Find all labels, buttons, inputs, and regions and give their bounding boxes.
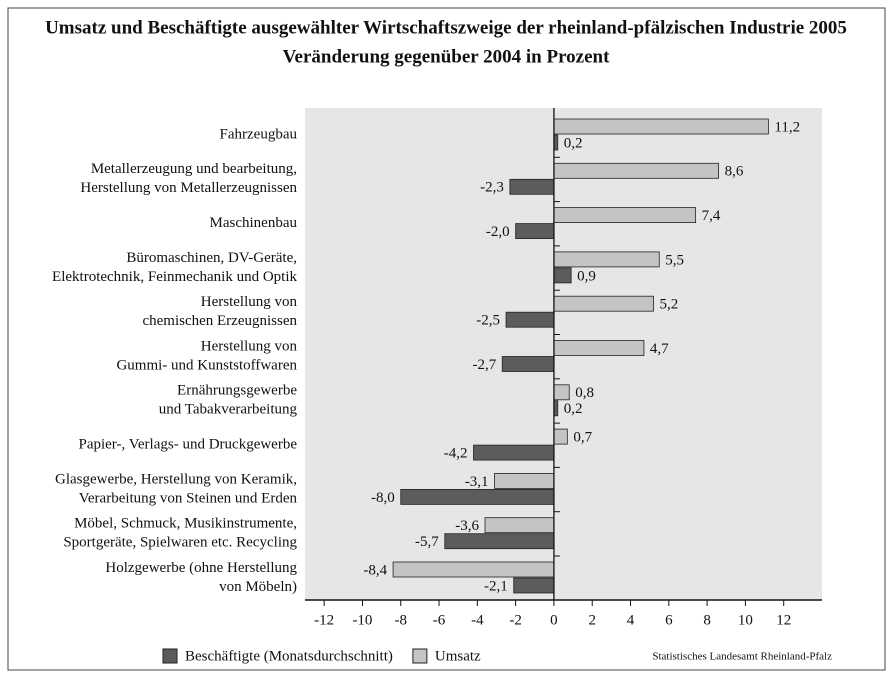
bar	[553, 384, 570, 401]
value-label: 4,7	[650, 341, 669, 357]
x-tick-label: 0	[550, 612, 558, 628]
chart-title: Umsatz und Beschäftigte ausgewählter Wir…	[45, 17, 847, 38]
value-label: -2,5	[476, 313, 500, 329]
value-label: 0,2	[564, 401, 583, 417]
bar	[473, 444, 555, 461]
bar	[505, 311, 555, 328]
category-label: Möbel, Schmuck, Musikinstrumente,	[74, 516, 297, 532]
category-label: Gummi- und Kunststoffwaren	[116, 357, 297, 373]
bar	[400, 488, 555, 505]
bar	[553, 162, 719, 179]
source: Statistisches Landesamt Rheinland-Pfalz	[652, 651, 832, 663]
x-tick-label: 2	[588, 612, 596, 628]
category-label: Sportgeräte, Spielwaren etc. Recycling	[63, 535, 297, 551]
value-label: -3,6	[455, 518, 479, 534]
category-label: und Tabakverarbeitung	[159, 402, 298, 418]
x-tick-label: -12	[314, 612, 334, 628]
legend-label: Beschäftigte (Monatsdurchschnitt)	[185, 648, 393, 664]
category-label: Metallerzeugung und bearbeitung,	[91, 161, 297, 177]
value-label: 0,7	[573, 430, 592, 446]
legend-swatch	[412, 648, 428, 664]
value-label: 7,4	[702, 208, 721, 224]
bar	[553, 267, 572, 284]
bar	[513, 577, 555, 594]
category-label: Fahrzeugbau	[220, 126, 298, 142]
value-label: 0,8	[575, 385, 594, 401]
category-label: Ernährungsgewerbe	[177, 383, 297, 399]
value-label: -8,0	[371, 490, 395, 506]
bar	[553, 428, 568, 445]
x-tick-label: -6	[433, 612, 446, 628]
bar	[515, 223, 555, 240]
category-label: Verarbeitung von Steinen und Erden	[79, 490, 298, 506]
value-label: 5,5	[665, 252, 684, 268]
bar	[553, 340, 645, 356]
x-tick-label: 6	[665, 612, 673, 628]
value-label: 8,6	[725, 164, 744, 180]
bar	[444, 533, 555, 550]
value-label: -4,2	[444, 446, 468, 462]
category-label: Glasgewerbe, Herstellung von Keramik,	[55, 471, 297, 487]
category-label: Herstellung von	[201, 294, 298, 310]
value-label: -2,0	[486, 224, 510, 240]
legend-swatch	[162, 648, 178, 664]
legend-label: Umsatz	[435, 648, 481, 664]
value-label: 11,2	[774, 119, 800, 135]
x-tick-label: 8	[703, 612, 711, 628]
category-label: Maschinenbau	[210, 215, 298, 231]
x-tick-label: -8	[394, 612, 407, 628]
x-tick-label: 10	[738, 612, 753, 628]
value-label: -2,1	[484, 578, 508, 594]
bar	[553, 295, 654, 312]
value-label: 0,2	[564, 135, 583, 151]
category-label: Papier-, Verlags- und Druckgewerbe	[78, 437, 297, 453]
category-label: Büromaschinen, DV-Geräte,	[126, 250, 297, 266]
x-tick-label: -4	[471, 612, 484, 628]
value-label: -2,7	[472, 357, 496, 373]
bar	[501, 356, 555, 372]
bar	[553, 207, 697, 224]
category-label: Herstellung von	[201, 338, 298, 354]
x-tick-label: -10	[352, 612, 372, 628]
bar	[484, 517, 555, 534]
chart-subtitle: Veränderung gegenüber 2004 in Prozent	[283, 46, 611, 67]
bar	[494, 472, 555, 489]
value-label: -2,3	[480, 180, 504, 196]
category-label: Holzgewerbe (ohne Herstellung	[105, 560, 297, 576]
category-label: von Möbeln)	[219, 579, 297, 595]
x-tick-label: 12	[776, 612, 791, 628]
bar	[509, 178, 555, 195]
value-label: -3,1	[465, 474, 489, 490]
category-label: Elektrotechnik, Feinmechanik und Optik	[52, 269, 297, 285]
x-tick-label: -2	[509, 612, 522, 628]
bar	[553, 118, 769, 135]
bar	[392, 561, 555, 578]
value-label: 5,2	[659, 297, 678, 313]
value-label: -5,7	[415, 534, 439, 550]
category-label: Herstellung von Metallerzeugnissen	[80, 180, 297, 196]
category-label: chemischen Erzeugnissen	[142, 313, 297, 329]
value-label: -8,4	[363, 562, 387, 578]
value-label: 0,9	[577, 268, 596, 284]
x-tick-label: 4	[627, 612, 635, 628]
bar	[553, 251, 660, 268]
